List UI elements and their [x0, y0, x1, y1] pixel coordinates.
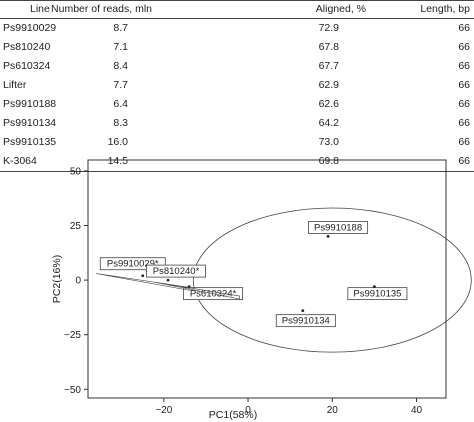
- cell-aligned: 72.9: [318, 22, 339, 34]
- x-tick-label: 0: [245, 405, 251, 416]
- cell-line: Ps610324: [3, 60, 51, 72]
- pca-plot: −20 0 20 40 −50 −25 0 25 50 PC1(58%) PC2(16%) Ps991…: [51, 159, 472, 421]
- cell-line: Ps810240: [3, 41, 51, 53]
- header-length: Length, bp: [420, 3, 470, 15]
- cell-line: K-3064: [3, 155, 37, 167]
- header-line: Line: [30, 3, 50, 15]
- table-row: Ps810240 7.1 67.8 66: [0, 38, 474, 57]
- data-point: [301, 309, 305, 313]
- cell-aligned: 62.6: [318, 98, 339, 110]
- cell-reads: 7.1: [113, 41, 128, 53]
- cell-reads: 8.3: [113, 117, 128, 129]
- correlation-circle: [192, 207, 472, 353]
- cell-length: 66: [458, 136, 470, 148]
- reads-table: Line Number of reads, mln Aligned, % Len…: [0, 0, 474, 172]
- table-header-row: Line Number of reads, mln Aligned, % Len…: [0, 0, 474, 19]
- cell-length: 66: [458, 98, 470, 110]
- cell-aligned: 67.7: [318, 60, 339, 72]
- cell-line: Ps9910029: [3, 22, 57, 34]
- cell-aligned: 69.8: [318, 155, 339, 167]
- header-aligned: Aligned, %: [315, 3, 366, 15]
- y-tick-label: 50: [70, 166, 82, 177]
- data-point: [373, 285, 376, 289]
- cell-reads: 14.5: [107, 155, 128, 167]
- x-tick-label: 20: [327, 405, 339, 416]
- cell-length: 66: [458, 155, 470, 167]
- cell-length: 66: [458, 41, 470, 53]
- point-label-box: [146, 264, 206, 278]
- point-label-box: [308, 221, 369, 234]
- cell-length: 66: [458, 22, 470, 34]
- cell-reads: 8.4: [113, 60, 128, 72]
- y-tick-label: −25: [64, 330, 81, 341]
- data-point: [141, 274, 145, 278]
- point-label: Ps9910134: [282, 316, 330, 327]
- cell-reads: 7.7: [113, 79, 128, 91]
- point-label: Ps610324*: [190, 289, 237, 300]
- cell-aligned: 64.2: [318, 117, 339, 129]
- table-row: Ps610324 8.4 67.7 66: [0, 57, 474, 76]
- cell-aligned: 67.8: [318, 41, 339, 53]
- x-axis-label: PC1(58%): [209, 409, 257, 421]
- point-label: Ps9910188: [314, 222, 362, 233]
- table-top-rule: [0, 0, 474, 1]
- y-tick-label: 0: [75, 276, 81, 287]
- y-tick-label: 25: [70, 221, 82, 232]
- table-row: Ps9910135 16.0 73.0 66: [0, 133, 474, 152]
- y-tick-label: −50: [64, 385, 81, 396]
- plot-frame: [87, 159, 447, 399]
- point-label-box: [347, 287, 408, 301]
- cell-line: Ps9910134: [3, 117, 57, 129]
- header-reads: Number of reads, mln: [51, 3, 152, 15]
- cell-line: Lifter: [3, 79, 27, 91]
- cell-reads: 8.7: [113, 22, 128, 34]
- cell-aligned: 73.0: [318, 136, 339, 148]
- y-axis-label: PC2(16%): [51, 255, 63, 303]
- cell-length: 66: [458, 79, 470, 91]
- table-row: Lifter 7.7 62.9 66: [0, 76, 474, 95]
- cell-reads: 6.4: [113, 98, 128, 110]
- point-label: Ps810240*: [153, 266, 200, 277]
- table-row: K-3064 14.5 69.8 66: [0, 152, 474, 172]
- data-point: [326, 235, 330, 238]
- cell-aligned: 62.9: [318, 79, 339, 91]
- point-label: Ps9910029*: [107, 259, 159, 270]
- table-row: Ps9910029 8.7 72.9 66: [0, 19, 474, 38]
- table-row: Ps9910134 8.3 64.2 66: [0, 114, 474, 133]
- cell-length: 66: [458, 60, 470, 72]
- x-tick-label: 40: [411, 405, 423, 416]
- x-tick-label: −20: [155, 405, 172, 416]
- point-label: Ps9910135: [353, 289, 401, 300]
- data-point: [166, 278, 170, 282]
- cell-reads: 16.0: [107, 136, 128, 148]
- cell-length: 66: [458, 117, 470, 129]
- cell-line: Ps9910188: [3, 98, 57, 110]
- cell-line: Ps9910135: [3, 136, 57, 148]
- point-label-box: [275, 314, 336, 328]
- leader-wedge: [155, 281, 240, 300]
- table-row: Ps9910188 6.4 62.6 66: [0, 95, 474, 114]
